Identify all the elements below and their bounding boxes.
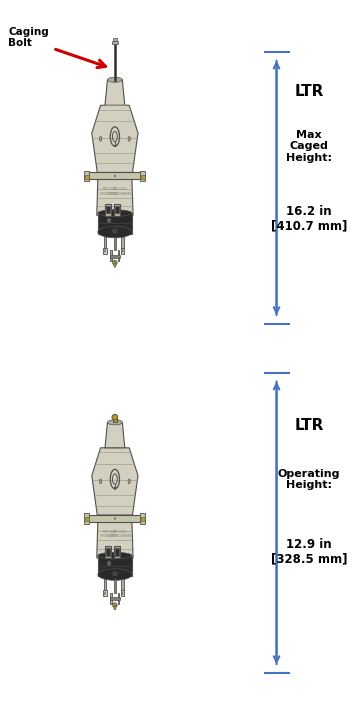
Ellipse shape — [98, 226, 132, 238]
Text: Max
Caged
Height:: Max Caged Height: — [286, 129, 332, 163]
Circle shape — [114, 174, 116, 177]
Bar — [114, 204, 120, 216]
Ellipse shape — [113, 603, 117, 608]
Text: Operating
Height:: Operating Height: — [278, 469, 340, 490]
Bar — [110, 250, 112, 261]
Bar — [115, 548, 119, 556]
Ellipse shape — [112, 414, 118, 420]
Bar — [115, 206, 119, 214]
Circle shape — [104, 249, 106, 253]
Polygon shape — [105, 422, 125, 448]
Circle shape — [128, 137, 130, 141]
Bar — [114, 579, 116, 593]
Bar — [121, 237, 124, 248]
Bar — [110, 597, 120, 601]
Text: TYPE 30/LS
SPRING BRAKE: TYPE 30/LS SPRING BRAKE — [100, 529, 118, 538]
Circle shape — [99, 479, 102, 483]
Text: LTR: LTR — [294, 417, 324, 433]
Bar — [140, 171, 145, 181]
Bar — [103, 590, 107, 596]
Circle shape — [114, 262, 116, 268]
Polygon shape — [92, 448, 138, 515]
Circle shape — [128, 479, 130, 483]
Circle shape — [114, 517, 116, 520]
Bar — [104, 579, 106, 590]
Ellipse shape — [108, 219, 111, 222]
Bar — [106, 548, 110, 556]
Polygon shape — [92, 105, 138, 172]
Circle shape — [99, 137, 102, 141]
Bar — [85, 517, 89, 521]
Text: TYPE 30/LS
SERVICE CHAMBER: TYPE 30/LS SERVICE CHAMBER — [107, 187, 131, 196]
Circle shape — [114, 605, 116, 610]
Bar — [105, 546, 111, 558]
Ellipse shape — [113, 260, 117, 265]
Bar — [114, 237, 116, 250]
Bar — [114, 43, 116, 81]
Bar — [106, 206, 110, 214]
Bar — [114, 546, 120, 558]
Polygon shape — [97, 180, 133, 215]
Bar — [105, 204, 111, 216]
Bar — [103, 248, 107, 254]
Text: TYPE 30/LS
SERVICE CHAMBER: TYPE 30/LS SERVICE CHAMBER — [107, 529, 131, 538]
Bar — [121, 590, 125, 596]
Bar — [141, 517, 145, 521]
Text: 16.2 in
[410.7 mm]: 16.2 in [410.7 mm] — [271, 205, 347, 233]
Text: TYPE 30/LS
SPRING BRAKE: TYPE 30/LS SPRING BRAKE — [100, 187, 118, 196]
Ellipse shape — [108, 77, 122, 82]
Bar — [110, 254, 120, 258]
Ellipse shape — [98, 210, 132, 216]
Circle shape — [104, 591, 106, 595]
Circle shape — [122, 591, 124, 595]
Bar — [118, 593, 119, 603]
Ellipse shape — [98, 569, 132, 580]
Bar — [113, 39, 116, 41]
Ellipse shape — [108, 561, 111, 566]
Ellipse shape — [108, 562, 110, 564]
Ellipse shape — [108, 220, 110, 222]
Ellipse shape — [108, 419, 122, 425]
Bar — [140, 513, 145, 523]
Bar — [89, 172, 141, 180]
Text: LTR: LTR — [294, 84, 324, 100]
Bar — [89, 515, 141, 522]
Ellipse shape — [113, 571, 117, 576]
Bar — [104, 237, 106, 248]
Bar — [110, 593, 112, 603]
Text: 12.9 in
[328.5 mm]: 12.9 in [328.5 mm] — [271, 538, 347, 566]
Ellipse shape — [113, 229, 117, 233]
Circle shape — [122, 249, 124, 253]
Bar — [85, 174, 89, 179]
Bar — [98, 213, 132, 234]
Bar — [121, 248, 125, 254]
Text: Caging
Bolt: Caging Bolt — [8, 27, 49, 48]
Polygon shape — [97, 522, 133, 558]
Bar — [98, 555, 132, 577]
Polygon shape — [105, 80, 125, 105]
Ellipse shape — [98, 553, 132, 559]
Bar — [112, 41, 117, 44]
Bar — [141, 174, 145, 179]
Bar — [113, 417, 117, 422]
Bar — [118, 250, 119, 261]
Bar — [84, 171, 89, 181]
Bar — [84, 513, 89, 523]
Bar — [121, 579, 124, 590]
